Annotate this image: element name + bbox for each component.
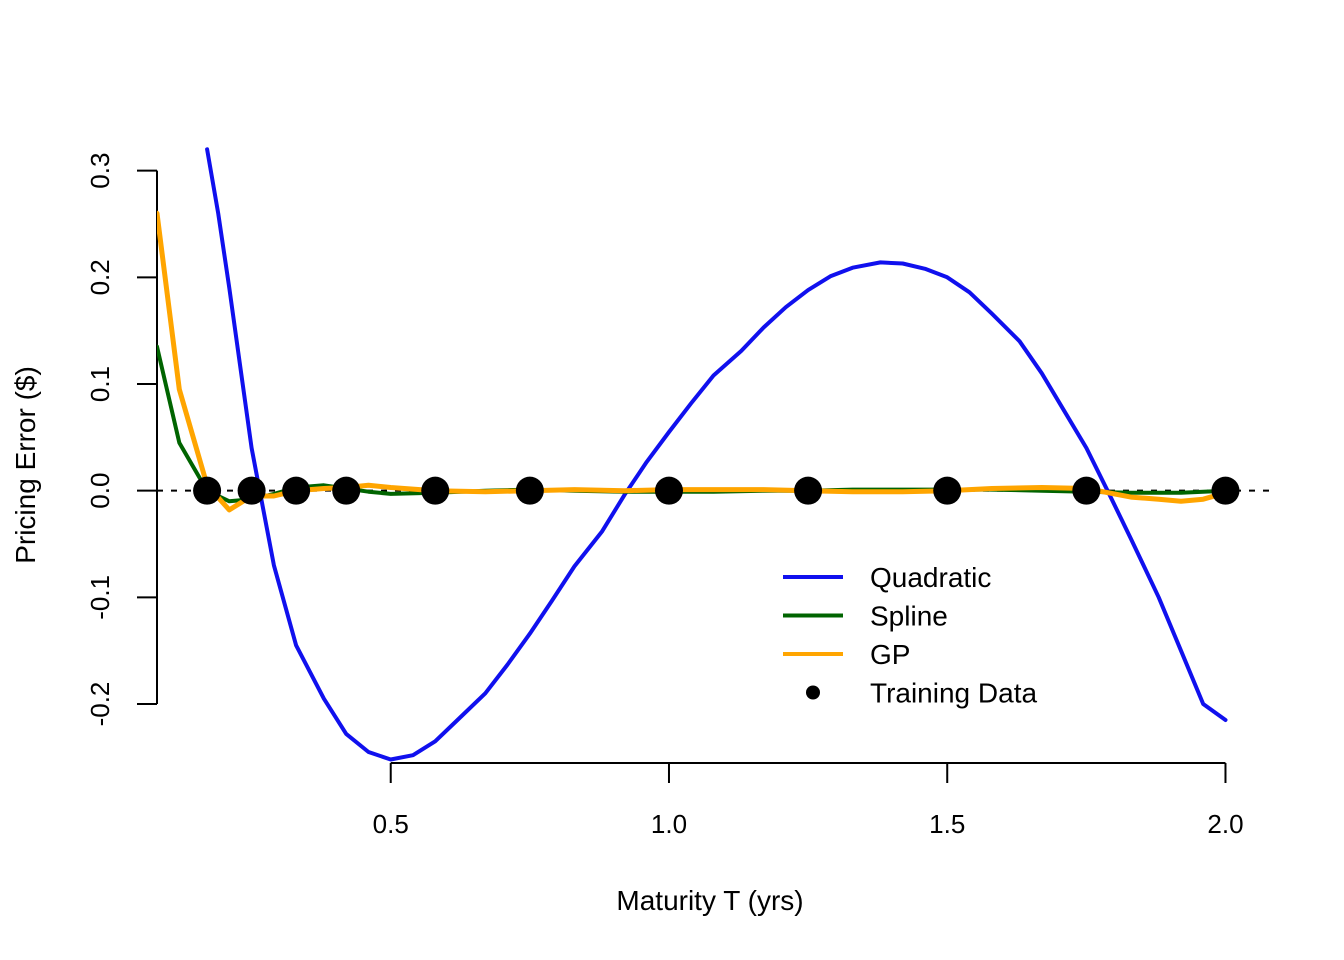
x-tick-label: 1.5 [929,809,965,839]
series-lines [157,147,1228,762]
y-tick-label: -0.1 [85,575,115,620]
y-tick-label: 0.1 [85,366,115,402]
legend-label-training-data: Training Data [870,678,1037,709]
series-quadratic-line [205,147,1228,762]
legend: Quadratic Spline GP Training Data [783,562,1037,709]
training-data-point [282,476,311,505]
x-tick-label: 1.0 [651,809,687,839]
series-gp-line [157,210,1228,513]
legend-label-spline: Spline [870,601,948,632]
series-spline-line [157,344,1228,504]
axes: 0.5 1.0 1.5 2.0 -0.2 -0.1 0.0 0.1 0.2 0.3 [85,153,1244,839]
training-data-point [933,476,962,505]
training-data-point [515,476,544,505]
training-data-point [1211,476,1240,505]
training-data-point [654,476,683,505]
y-axis-title: Pricing Error ($) [10,366,41,564]
y-tick-label: 0.2 [85,259,115,295]
y-tick-label: -0.2 [85,682,115,727]
x-axis-title: Maturity T (yrs) [616,885,803,916]
training-data-point [794,476,823,505]
training-data-point [237,476,266,505]
training-data-point [193,476,222,505]
training-data-point [332,476,361,505]
training-data-point [1072,476,1101,505]
y-tick-label: 0.0 [85,473,115,509]
x-tick-label: 0.5 [373,809,409,839]
legend-label-quadratic: Quadratic [870,562,991,593]
legend-swatch-training-data [806,685,820,700]
x-tick-label: 2.0 [1207,809,1243,839]
training-data-point [421,476,450,505]
training-data-points [193,476,1240,505]
legend-label-gp: GP [870,639,910,670]
y-tick-label: 0.3 [85,153,115,189]
